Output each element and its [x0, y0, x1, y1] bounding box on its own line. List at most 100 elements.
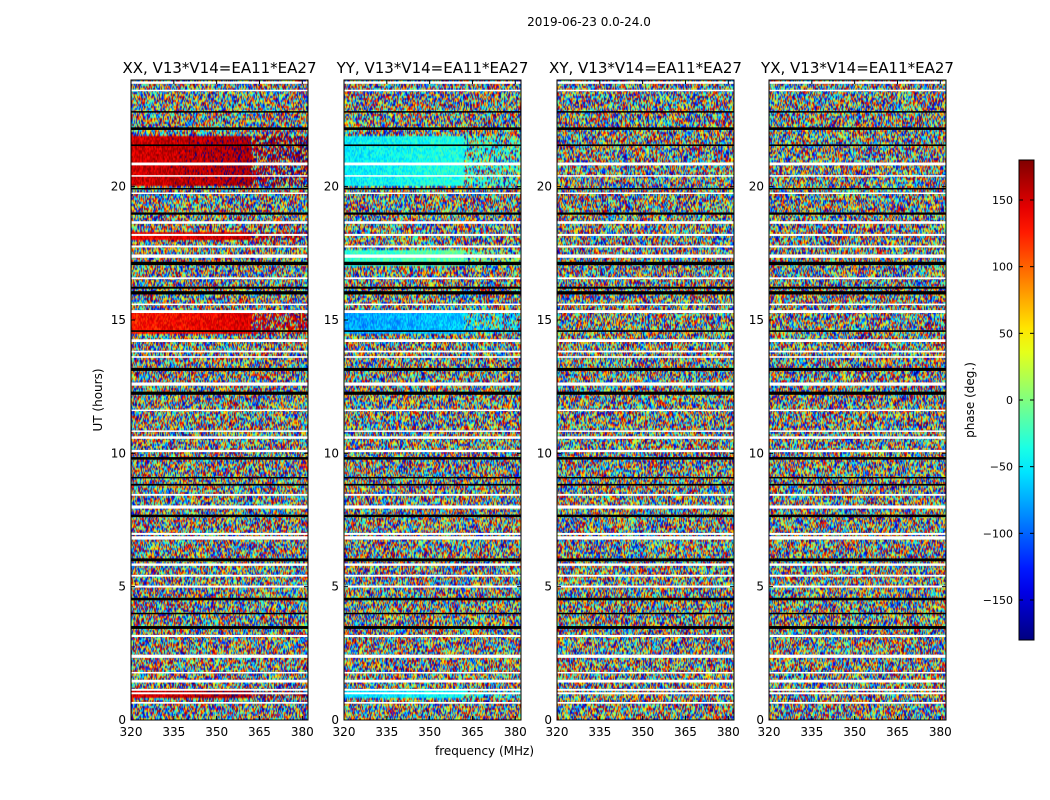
flagged-row-white	[131, 382, 308, 386]
flagged-row-black	[344, 514, 521, 518]
flagged-row-white	[131, 277, 308, 280]
flagged-row-white	[344, 254, 521, 258]
flagged-row-black	[131, 291, 308, 295]
x-tick-label: 335	[588, 725, 611, 739]
flagged-row-white	[131, 339, 308, 342]
flagged-row-black	[131, 330, 308, 332]
flagged-row-white	[769, 192, 946, 195]
panel-title: YX, V13*V14=EA11*EA27	[760, 59, 954, 77]
flagged-row-white	[769, 430, 946, 432]
panel-frame	[768, 79, 947, 721]
flagged-row-black	[344, 286, 521, 289]
flagged-row-black	[344, 597, 521, 601]
flagged-row-white	[557, 175, 734, 177]
y-tick-label: 15	[111, 313, 126, 327]
flagged-row-white	[344, 233, 521, 236]
y-tick-label: 10	[749, 446, 764, 460]
flagged-row-white	[344, 350, 521, 353]
x-axis-label: frequency (MHz)	[435, 744, 534, 758]
flagged-row-white	[557, 654, 734, 658]
flagged-row-white	[769, 303, 946, 306]
flagged-row-white	[344, 221, 521, 224]
flagged-row-white	[769, 563, 946, 566]
flagged-row-white	[344, 162, 521, 166]
flagged-row-white	[344, 277, 521, 280]
flagged-row-white	[131, 701, 308, 704]
flagged-row-black	[344, 612, 521, 615]
x-tick-label: 335	[162, 725, 185, 739]
flagged-row-black	[131, 597, 308, 601]
flagged-row-white	[557, 430, 734, 432]
flagged-row-black	[557, 261, 734, 266]
flagged-row-white	[344, 81, 521, 84]
panel-1: 320 335 350 365 380 0 5 10 15 20 XX, V13*V14=EA11*…	[91, 59, 317, 739]
x-tick-label: 365	[461, 725, 484, 739]
flagged-row-white	[769, 356, 946, 358]
flagged-row-black	[131, 514, 308, 518]
flagged-row-white	[131, 356, 308, 358]
flagged-row-black	[557, 144, 734, 147]
flagged-row-black	[557, 286, 734, 289]
flagged-row-white	[769, 574, 946, 577]
flagged-row-white	[131, 245, 308, 248]
flagged-row-black	[344, 212, 521, 215]
flagged-row-black	[131, 612, 308, 615]
flagged-row-white	[131, 574, 308, 577]
flagged-row-black	[131, 483, 308, 486]
flagged-row-white	[131, 532, 308, 535]
flagged-row-white	[557, 585, 734, 588]
colorbar-tick-label: 50	[999, 327, 1013, 340]
x-tick-label: 365	[248, 725, 271, 739]
flagged-row-white	[769, 277, 946, 280]
flagged-row-white	[131, 585, 308, 588]
flagged-row-white	[131, 221, 308, 224]
flagged-row-white	[557, 382, 734, 386]
flagged-row-black	[344, 187, 521, 190]
flagged-row-white	[557, 536, 734, 540]
flagged-row-white	[769, 585, 946, 588]
flagged-row-white	[557, 409, 734, 412]
flagged-row-black	[344, 483, 521, 486]
flagged-row-white	[557, 221, 734, 224]
panel-frame	[130, 79, 309, 721]
flagged-row-white	[131, 505, 308, 509]
colorbar-tick-label: −50	[990, 461, 1013, 474]
x-tick-label: 320	[120, 725, 143, 739]
flagged-row-white	[769, 89, 946, 92]
flagged-row-white	[344, 654, 521, 658]
y-tick-label: 20	[111, 180, 126, 194]
flagged-row-black	[557, 514, 734, 518]
y-tick-label: 10	[111, 446, 126, 460]
flagged-row-white	[131, 81, 308, 84]
flagged-row-black	[344, 476, 521, 479]
flagged-row-white	[557, 436, 734, 439]
flagged-row-white	[769, 382, 946, 386]
flagged-row-black	[557, 612, 734, 615]
flagged-row-black	[344, 391, 521, 395]
flagged-row-black	[769, 457, 946, 460]
y-tick-label: 5	[544, 580, 552, 594]
flagged-row-black	[769, 476, 946, 479]
flagged-row-white	[131, 436, 308, 439]
flagged-row-black	[769, 626, 946, 629]
flagged-row-white	[769, 175, 946, 177]
flagged-row-black	[131, 144, 308, 147]
y-tick-label: 15	[324, 313, 339, 327]
flagged-row-white	[344, 89, 521, 92]
flagged-row-white	[131, 679, 308, 683]
flagged-row-white	[344, 430, 521, 432]
flagged-row-white	[131, 310, 308, 314]
flagged-row-white	[769, 81, 946, 84]
flagged-row-black	[344, 291, 521, 295]
flagged-row-white	[557, 350, 734, 353]
flagged-row-black	[344, 367, 521, 371]
panel-title: YY, V13*V14=EA11*EA27	[336, 59, 529, 77]
flagged-row-white	[131, 449, 308, 453]
flagged-row-black	[131, 367, 308, 371]
flagged-row-black	[557, 391, 734, 395]
flagged-row-white	[557, 254, 734, 258]
flagged-row-black	[131, 391, 308, 395]
flagged-row-white	[131, 671, 308, 674]
flagged-row-white	[131, 654, 308, 658]
flagged-row-white	[131, 175, 308, 177]
